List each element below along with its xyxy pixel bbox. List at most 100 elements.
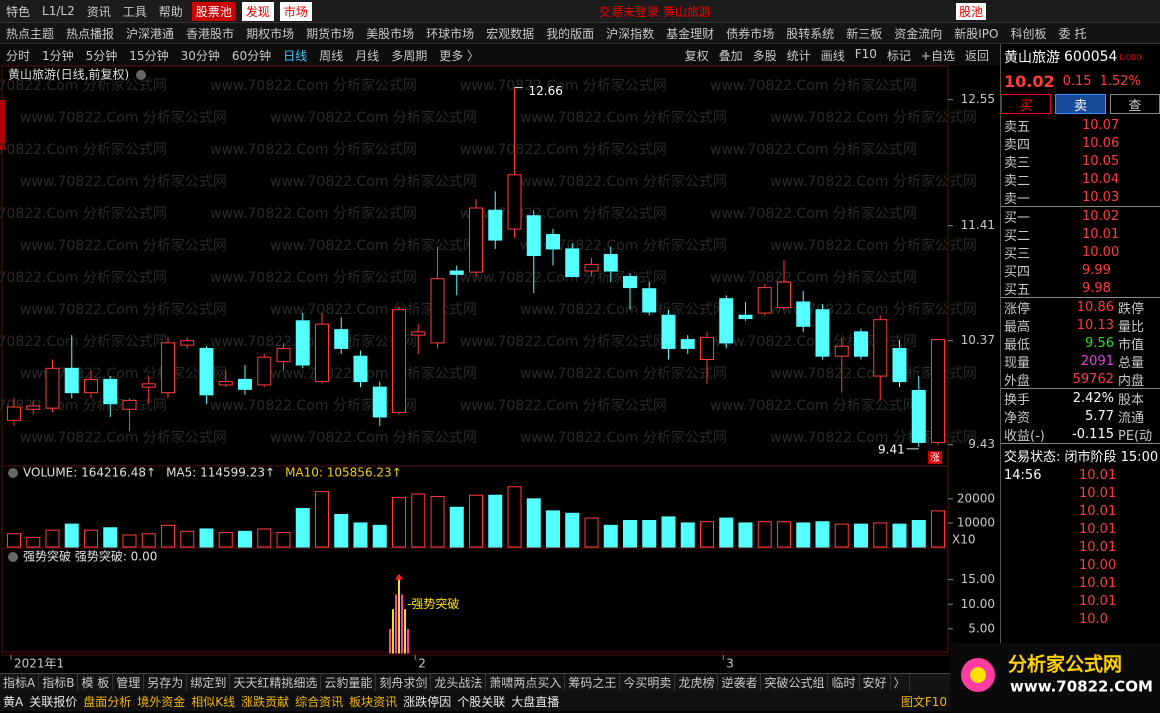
login-status: 交易未登录 黄山旅游 xyxy=(599,4,711,19)
indicator-tab[interactable]: 龙头战法 xyxy=(431,674,487,691)
tab[interactable]: 新三板 xyxy=(846,26,883,41)
trade-button[interactable]: 查 xyxy=(1109,94,1160,114)
indicator-tab[interactable]: 筹码之王 xyxy=(565,674,621,691)
period[interactable]: 日线 xyxy=(283,48,308,63)
indicator-tab[interactable]: 指标A xyxy=(0,674,40,691)
tab[interactable]: 沪深指数 xyxy=(606,26,655,41)
bottom-link[interactable]: 相似K线 xyxy=(191,694,236,709)
watermark: www.70822.Com 分析家公式网 xyxy=(710,141,917,158)
order-label: 买五 xyxy=(1004,282,1031,298)
tab[interactable]: 环球市场 xyxy=(426,26,475,41)
indicator-tab[interactable]: 绑定到 xyxy=(187,674,231,691)
tool[interactable]: 统计 xyxy=(786,48,811,63)
indicator-tab[interactable]: 临时 xyxy=(828,674,860,691)
f10-link[interactable]: 图文F10 xyxy=(900,694,947,709)
price-tick-label: 11.41 xyxy=(961,218,995,232)
indicator-tab[interactable]: 龙虎榜 xyxy=(675,674,719,691)
tab[interactable]: 美股市场 xyxy=(366,26,415,41)
watermark: www.70822.Com 分析家公式网 xyxy=(460,397,667,414)
tool[interactable]: 叠加 xyxy=(718,48,743,63)
menu-item[interactable]: 资讯 xyxy=(86,4,111,19)
bottom-link[interactable]: 盘面分析 xyxy=(83,694,132,709)
stat-row: 最高 10.13 量比 xyxy=(1001,316,1160,335)
menu-item[interactable]: 特色 xyxy=(6,4,31,19)
order-row: 卖二 10.04 xyxy=(1001,170,1160,189)
indicator-tab[interactable]: 突破公式组 xyxy=(761,674,829,691)
menu-item[interactable]: 工具 xyxy=(122,4,147,19)
volume-bar xyxy=(199,528,214,548)
indicator-tab[interactable]: 云豹量能 xyxy=(321,674,377,691)
tool[interactable]: 标记 xyxy=(886,48,911,63)
tab[interactable]: 资金流向 xyxy=(894,26,943,41)
indicator-tab[interactable]: 逆袭者 xyxy=(718,674,762,691)
indicator-tab[interactable]: 〉 xyxy=(891,674,910,691)
tab[interactable]: 委 托 xyxy=(1058,26,1087,41)
tool[interactable]: F10 xyxy=(854,46,877,61)
volume-bar xyxy=(372,524,387,548)
period[interactable]: 1分钟 xyxy=(42,48,74,63)
bottom-link[interactable]: 黄A xyxy=(3,694,24,709)
tab[interactable]: 债券市场 xyxy=(726,26,775,41)
volume-bar xyxy=(719,517,734,548)
tool[interactable]: 返回 xyxy=(964,48,989,63)
menu-item[interactable]: L1/L2 xyxy=(42,4,75,18)
tab[interactable]: 香港股市 xyxy=(186,26,235,41)
bottom-link[interactable]: 涨跌停因 xyxy=(403,694,452,709)
period[interactable]: 周线 xyxy=(319,48,344,63)
tool[interactable]: 多股 xyxy=(752,48,777,63)
indicator-tab[interactable]: 指标B xyxy=(39,674,79,691)
bottom-link[interactable]: 综合资讯 xyxy=(295,694,344,709)
watermark: www.70822.Com 分析家公式网 xyxy=(0,205,167,222)
menu-button[interactable]: 发现 xyxy=(241,1,274,21)
tick-price: 10.01 xyxy=(1079,503,1117,519)
indicator-tab[interactable]: 管理 xyxy=(113,674,145,691)
tab[interactable]: 基金理财 xyxy=(666,26,715,41)
menu-button[interactable]: 股票池 xyxy=(191,1,236,21)
bottom-link[interactable]: 个股关联 xyxy=(457,694,506,709)
volume-header: MA5: 114599.23↑ xyxy=(166,466,275,480)
tab[interactable]: 热点主题 xyxy=(6,26,55,41)
tab[interactable]: 宏观数据 xyxy=(486,26,535,41)
period[interactable]: 30分钟 xyxy=(180,48,220,63)
bottom-link[interactable]: 涨跌贡献 xyxy=(241,694,290,709)
tab[interactable]: 股转系统 xyxy=(786,26,835,41)
tool[interactable]: 画线 xyxy=(820,48,845,63)
tab[interactable]: 沪深港通 xyxy=(126,26,175,41)
bottom-link[interactable]: 大盘直播 xyxy=(511,694,560,709)
tab[interactable]: 期货市场 xyxy=(306,26,355,41)
signal-bar xyxy=(389,628,391,654)
bottom-link[interactable]: 境外资金 xyxy=(137,694,186,709)
trade-button[interactable]: 卖 xyxy=(1055,94,1106,114)
tab[interactable]: 热点播报 xyxy=(66,26,115,41)
tool[interactable]: 复权 xyxy=(684,48,709,63)
period[interactable]: 分时 xyxy=(6,48,31,63)
bottom-link[interactable]: 板块资讯 xyxy=(349,694,398,709)
tab[interactable]: 我的版面 xyxy=(546,26,595,41)
menu-item[interactable]: 帮助 xyxy=(158,4,183,19)
volume-tick-label: 10000 xyxy=(957,515,995,529)
indicator-tab[interactable]: 今买明卖 xyxy=(620,674,676,691)
period[interactable]: 60分钟 xyxy=(231,48,272,63)
trade-button[interactable]: 买 xyxy=(1001,94,1052,114)
indicator-tab[interactable]: 萧啸两点买入 xyxy=(486,674,566,691)
pool-button[interactable]: 股池 xyxy=(956,2,987,20)
period[interactable]: 15分钟 xyxy=(129,48,169,63)
indicator-tab[interactable]: 刻舟求剑 xyxy=(376,674,432,691)
period[interactable]: 多周期 xyxy=(391,48,428,63)
period[interactable]: 5分钟 xyxy=(85,48,118,63)
menu-button[interactable]: 市场 xyxy=(279,1,312,21)
tab[interactable]: 新股IPO xyxy=(954,26,999,41)
order-label: 买二 xyxy=(1004,228,1031,244)
period[interactable]: 更多 〉 xyxy=(439,48,480,63)
tab[interactable]: 科创板 xyxy=(1010,26,1047,41)
indicator-tab[interactable]: 另存为 xyxy=(144,674,188,691)
period[interactable]: 月线 xyxy=(355,48,380,63)
tab[interactable]: 期权市场 xyxy=(246,26,295,41)
indicator-tab[interactable]: 安好 xyxy=(860,674,891,691)
indicator-tab[interactable]: 模 板 xyxy=(78,674,114,691)
watermark: www.70822.Com 分析家公式网 xyxy=(210,205,417,222)
bottom-link[interactable]: 关联报价 xyxy=(29,694,78,709)
indicator-tab[interactable]: 天天红精挑细选 xyxy=(230,674,322,691)
tool[interactable]: +自选 xyxy=(920,48,955,63)
candle-body xyxy=(507,174,522,230)
